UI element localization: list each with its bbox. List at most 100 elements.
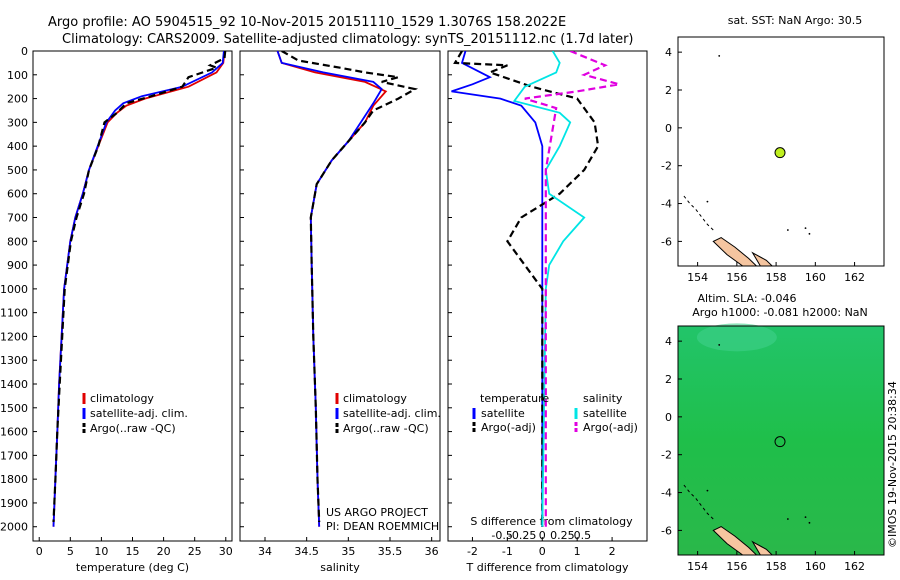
y-tick-label: 2000 <box>0 521 28 534</box>
y-tick-label: -2 <box>661 160 672 173</box>
x-tick-label: 20 <box>157 545 171 558</box>
x-tick-label: 160 <box>805 560 826 573</box>
x-tick-label: 34 <box>258 545 272 558</box>
s-tick-label: 0 <box>539 529 546 542</box>
sla-map-panel: 154 156 158 160 162 -6 -4 -2 0 2 4 Altim. SLA: -0.0… <box>661 292 885 573</box>
legend-label: Argo(-adj) <box>481 421 536 434</box>
x-tick-label: 162 <box>844 271 865 284</box>
y-tick-label: 600 <box>7 188 28 201</box>
islet <box>706 200 709 203</box>
y-tick-label: 1400 <box>0 378 28 391</box>
y-tick-label: 0 <box>21 45 28 58</box>
x-axis-label: temperature (deg C) <box>76 561 189 574</box>
series-line-1 <box>451 51 544 527</box>
y-tick-label: 500 <box>7 164 28 177</box>
islet <box>786 518 789 520</box>
float-marker <box>774 436 786 448</box>
sla-blob <box>696 323 777 352</box>
y-tick-label: 800 <box>7 235 28 248</box>
salinity-panel: 34 34.5 35 35.5 36 salinity climatology satelli… <box>239 50 441 574</box>
map-frame <box>677 36 885 267</box>
islet <box>808 232 811 235</box>
x-tick-label: -1 <box>502 545 513 558</box>
legend-label: Argo(-adj) <box>583 421 638 434</box>
legend-label: climatology <box>343 392 407 405</box>
land-island <box>751 540 774 556</box>
x-tick-label: 156 <box>726 271 747 284</box>
series-line-3 <box>52 51 227 523</box>
x-tick-label: 25 <box>188 545 202 558</box>
temperature-panel: 0100200300400500600700800900100011001200… <box>0 45 233 574</box>
x-tick-label: 1 <box>574 545 581 558</box>
y-tick-label: 4 <box>665 335 672 348</box>
y-tick-label: 1300 <box>0 354 28 367</box>
islet <box>718 55 721 57</box>
y-tick-label: 1700 <box>0 449 28 462</box>
x-tick-label: 162 <box>844 560 865 573</box>
x-tick-label: -2 <box>467 545 478 558</box>
y-tick-label: 1100 <box>0 307 28 320</box>
plot-frame <box>32 50 233 542</box>
x-axis-label: T difference from climatology <box>466 561 629 574</box>
x-tick-label: 158 <box>766 271 787 284</box>
x-tick-label: 10 <box>94 545 108 558</box>
x-tick-label: 35.5 <box>378 545 403 558</box>
series-line-2 <box>453 51 600 527</box>
y-tick-label: 4 <box>665 46 672 59</box>
legend-label: Argo(..raw -QC) <box>90 422 176 435</box>
y-tick-label: 0 <box>665 122 672 135</box>
imos-stamp: ©IMOS 19-Nov-2015 20:38:34 <box>886 381 899 548</box>
y-tick-label: 300 <box>7 116 28 129</box>
x-tick-label: 0 <box>539 545 546 558</box>
x-tick-label: 34.5 <box>294 545 319 558</box>
x-tick-label: 154 <box>687 271 708 284</box>
series-line-3 <box>512 51 586 527</box>
islet <box>804 516 807 519</box>
y-tick-label: -6 <box>661 524 672 537</box>
y-tick-label: -4 <box>661 487 672 500</box>
plot-frame <box>239 50 441 542</box>
islet <box>808 521 811 524</box>
s-tick-label: -0.5 <box>491 529 512 542</box>
difference-panel: -2 -1 0 1 2 -0.5-0.25 0 0.25 0.5 T difference fro… <box>447 50 648 574</box>
series-line-3 <box>281 51 419 523</box>
s-tick-label: -0.25 <box>508 529 536 542</box>
map-frame <box>677 325 885 556</box>
y-tick-label: -4 <box>661 198 672 211</box>
land-island <box>712 237 758 267</box>
land-island <box>712 526 758 556</box>
x-tick-label: 15 <box>126 545 140 558</box>
y-tick-label: 1900 <box>0 497 28 510</box>
y-tick-label: 1600 <box>0 426 28 439</box>
s-tick-label: 0.25 <box>550 529 575 542</box>
x-tick-label: 35 <box>341 545 355 558</box>
map-title: Altim. SLA: -0.046 <box>697 292 796 305</box>
land-island <box>751 251 774 267</box>
header-line1: Argo profile: AO 5904515_92 10-Nov-2015 … <box>48 15 566 30</box>
y-tick-label: 1200 <box>0 330 28 343</box>
y-tick-label: 2 <box>665 373 672 386</box>
legend-title-salinity: salinity <box>583 392 623 405</box>
x-tick-label: 36 <box>425 545 439 558</box>
legend-title-temperature: temperature <box>480 392 549 405</box>
sla-field <box>678 326 884 555</box>
y-tick-label: 2 <box>665 84 672 97</box>
y-tick-label: 400 <box>7 140 28 153</box>
x-tick-label: 30 <box>219 545 233 558</box>
islet <box>706 489 709 492</box>
float-marker <box>774 147 786 159</box>
legend-label: satellite <box>583 407 627 420</box>
y-tick-label: -2 <box>661 449 672 462</box>
credit-text: US ARGO PROJECT <box>326 506 428 519</box>
y-tick-label: 200 <box>7 93 28 106</box>
s-tick-label: 0.5 <box>574 529 592 542</box>
legend-label: satellite-adj. clim. <box>343 407 441 420</box>
header-line2: Climatology: CARS2009. Satellite-adjuste… <box>62 32 634 47</box>
x-tick-label: 160 <box>805 271 826 284</box>
x-tick-label: 5 <box>67 545 74 558</box>
y-tick-label: 100 <box>7 69 28 82</box>
y-tick-label: -6 <box>661 235 672 248</box>
islet <box>786 229 789 231</box>
legend-label: satellite-adj. clim. <box>90 407 188 420</box>
